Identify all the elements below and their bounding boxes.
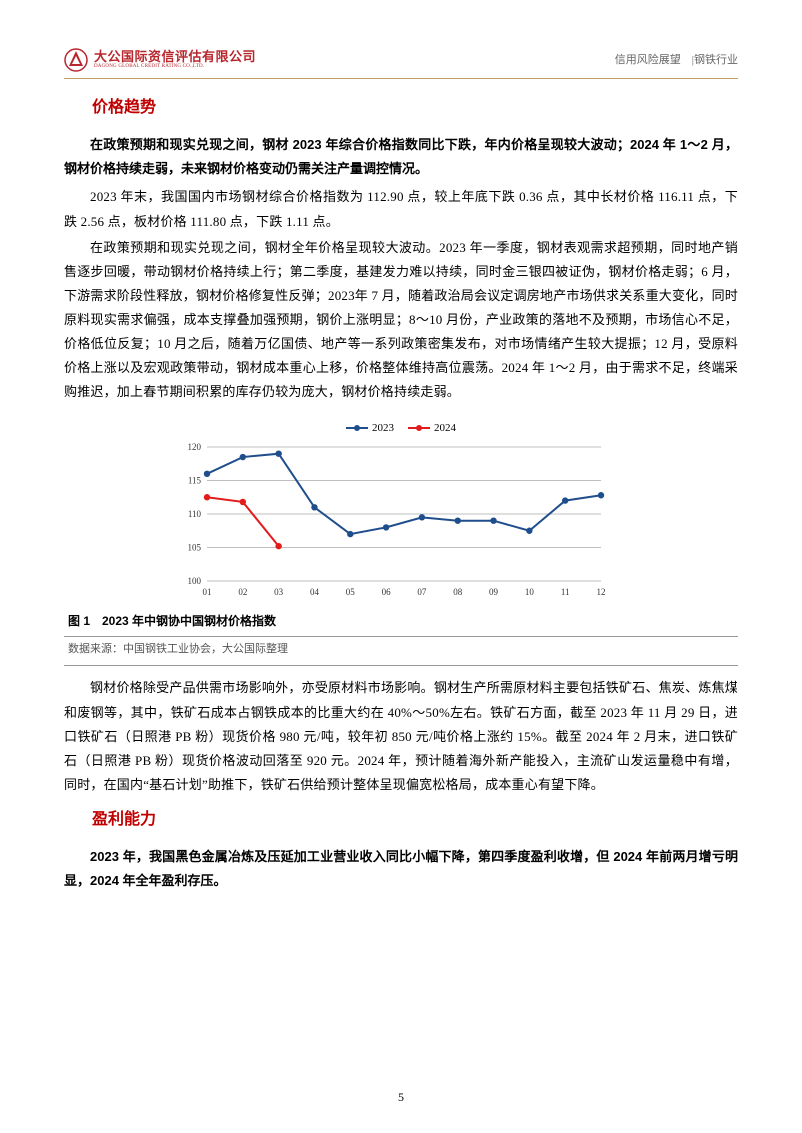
svg-text:105: 105 [188, 542, 202, 552]
svg-text:04: 04 [310, 587, 320, 597]
legend-label-2024: 2024 [434, 418, 456, 439]
svg-text:115: 115 [188, 475, 202, 485]
svg-text:11: 11 [561, 587, 570, 597]
price-trend-lead: 在政策预期和现实兑现之间，钢材 2023 年综合价格指数同比下跌，年内价格呈现较… [64, 133, 738, 181]
svg-text:01: 01 [203, 587, 212, 597]
page-number: 5 [0, 1086, 802, 1109]
section-title-profitability: 盈利能力 [92, 805, 738, 835]
page-header: 大公国际资信评估有限公司 DAGONG GLOBAL CREDIT RATING… [64, 48, 738, 79]
after-chart-para: 钢材价格除受产品供需市场影响外，亦受原材料市场影响。钢材生产所需原材料主要包括铁… [64, 676, 738, 796]
price-index-chart: 2023 2024 100 105 110 115 120 01 02 03 04 05 06 07 0… [171, 418, 631, 601]
chart-legend: 2023 2024 [171, 418, 631, 439]
svg-text:110: 110 [188, 509, 202, 519]
logo-cn: 大公国际资信评估有限公司 [94, 50, 256, 64]
price-trend-p2: 在政策预期和现实兑现之间，钢材全年价格呈现较大波动。2023 年一季度，钢材表观… [64, 236, 738, 404]
svg-text:07: 07 [417, 587, 427, 597]
section-title-price-trend: 价格趋势 [92, 93, 738, 123]
figure-caption: 图 1 2023 年中钢协中国钢材价格指数 数据来源：中国钢铁工业协会，大公国际… [64, 607, 738, 667]
logo-text: 大公国际资信评估有限公司 DAGONG GLOBAL CREDIT RATING… [94, 50, 256, 70]
svg-text:05: 05 [346, 587, 356, 597]
svg-text:12: 12 [597, 587, 606, 597]
profitability-lead: 2023 年，我国黑色金属冶炼及压延加工业营业收入同比小幅下降，第四季度盈利收增… [64, 845, 738, 893]
logo-block: 大公国际资信评估有限公司 DAGONG GLOBAL CREDIT RATING… [64, 48, 256, 72]
svg-text:02: 02 [238, 587, 247, 597]
logo-en: DAGONG GLOBAL CREDIT RATING CO.,LTD. [94, 64, 256, 70]
svg-text:06: 06 [382, 587, 392, 597]
company-logo-icon [64, 48, 88, 72]
legend-label-2023: 2023 [372, 418, 394, 439]
price-trend-p1: 2023 年末，我国国内市场钢材综合价格指数为 112.90 点，较上年底下跌 … [64, 185, 738, 233]
svg-text:100: 100 [188, 576, 202, 586]
svg-text:09: 09 [489, 587, 499, 597]
svg-text:08: 08 [453, 587, 463, 597]
svg-text:10: 10 [525, 587, 535, 597]
legend-item-2024: 2024 [408, 418, 456, 439]
legend-item-2023: 2023 [346, 418, 394, 439]
figure-source: 数据来源：中国钢铁工业协会，大公国际整理 [64, 636, 738, 667]
figure-title: 图 1 2023 年中钢协中国钢材价格指数 [64, 607, 738, 636]
svg-text:120: 120 [188, 442, 202, 452]
chart-svg: 100 105 110 115 120 01 02 03 04 05 06 07 08 09 10 11 12 [171, 441, 611, 601]
header-right-text: 信用风险展望 |钢铁行业 [615, 50, 738, 71]
svg-text:03: 03 [274, 587, 284, 597]
